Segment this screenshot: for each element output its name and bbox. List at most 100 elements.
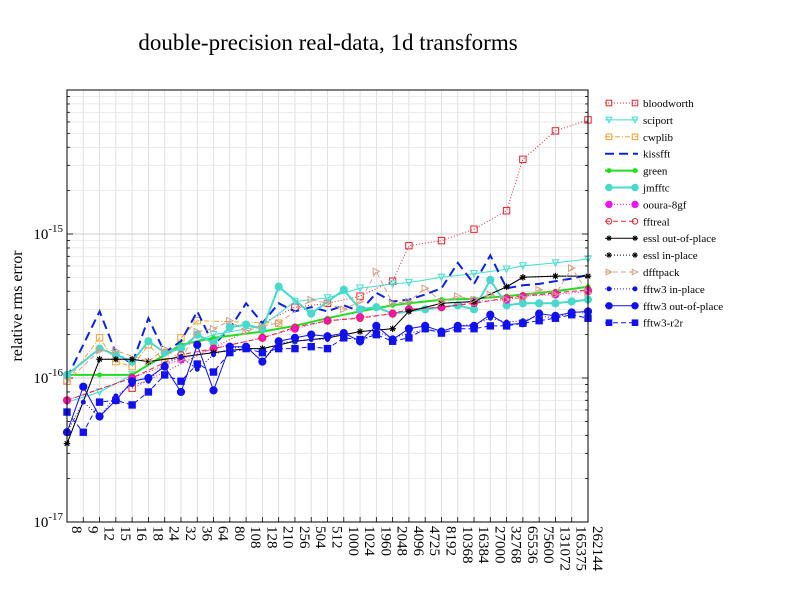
data-point [290, 333, 300, 342]
x-tick-label: 16 [133, 526, 149, 542]
data-point [568, 264, 577, 273]
data-point [339, 285, 348, 294]
data-point [372, 321, 381, 331]
x-tick-label: 1960 [377, 526, 393, 556]
data-point [144, 388, 153, 396]
data-point [307, 309, 316, 318]
x-tick-label: 108 [247, 526, 263, 549]
data-point [274, 344, 283, 353]
data-point [519, 155, 527, 164]
y-tick-exponent: -15 [48, 223, 63, 235]
data-point [632, 235, 638, 241]
data-point [291, 323, 299, 331]
data-point [437, 297, 446, 306]
x-tick-label: 18 [149, 526, 165, 541]
data-point [519, 293, 528, 302]
legend-label: essl in-place [643, 250, 698, 262]
x-tick-label: 36 [198, 526, 214, 542]
legend-item: essl in-place [605, 250, 698, 262]
data-point [209, 368, 218, 376]
data-point [144, 337, 153, 346]
data-point [535, 285, 544, 294]
data-point [631, 99, 639, 107]
x-tick-label: 16384 [475, 526, 491, 564]
y-tick-base: 10 [33, 515, 48, 531]
data-point [605, 302, 613, 310]
data-point [551, 259, 560, 268]
legend-item: cwplib [605, 132, 673, 144]
data-point [340, 305, 349, 314]
data-point [112, 396, 120, 405]
data-point [112, 356, 120, 363]
data-point [605, 319, 613, 326]
data-point [519, 274, 527, 281]
data-point [145, 358, 152, 365]
data-point [486, 310, 495, 319]
data-point [632, 168, 638, 174]
data-point [323, 344, 332, 353]
data-point [632, 286, 638, 292]
data-point [193, 340, 202, 349]
data-point [405, 297, 414, 306]
series-line [66, 290, 589, 401]
x-tick-label: 131072 [556, 526, 572, 571]
data-point [242, 327, 251, 336]
legend-label: essl out-of-place [643, 233, 716, 245]
x-tick-label: 8 [68, 526, 84, 534]
legend-item: essl out-of-place [605, 233, 716, 245]
data-point [356, 328, 364, 335]
legend-item: dfftpack [605, 267, 680, 279]
data-point [95, 346, 104, 355]
data-point [502, 295, 511, 304]
x-tick-label: 10368 [459, 526, 475, 564]
x-tick-label: 128 [263, 526, 279, 549]
data-point [437, 236, 446, 245]
data-point [193, 316, 201, 325]
data-point [194, 366, 200, 372]
legend-label: fftw3 out-of-place [643, 301, 723, 313]
data-point [389, 325, 396, 332]
data-point [274, 319, 283, 328]
data-point [470, 225, 478, 233]
data-point [551, 290, 560, 299]
x-tick-label: 9 [84, 526, 100, 534]
data-point [128, 356, 136, 363]
data-point [519, 319, 527, 327]
series-line [131, 119, 589, 389]
data-point [551, 314, 560, 322]
data-point [241, 320, 251, 329]
x-tick-label: 24 [166, 526, 182, 542]
data-point [535, 299, 544, 308]
data-point [631, 218, 639, 225]
legend-label: ooura-8gf [643, 199, 687, 211]
x-tick-label: 32 [182, 526, 198, 541]
data-point [128, 401, 136, 409]
chart-title: double-precision real-data, 1d transform… [138, 30, 517, 55]
data-point [606, 235, 612, 241]
data-point [372, 303, 381, 312]
x-tick-label: 65536 [524, 526, 540, 564]
legend-item: fftw3 in-place [605, 284, 705, 296]
legend-item: kissfft [605, 149, 670, 161]
data-point [209, 330, 218, 339]
data-point [225, 323, 234, 332]
x-tick-label: 4096 [410, 526, 426, 557]
data-point [178, 354, 184, 360]
data-point [502, 322, 511, 330]
data-point [209, 324, 218, 333]
data-point [605, 268, 613, 276]
x-tick-label: 210 [280, 526, 296, 549]
data-point [551, 127, 560, 135]
x-tick-label: 12 [101, 526, 117, 541]
legend-label: kissfft [643, 149, 670, 161]
data-point [95, 334, 104, 342]
data-point [95, 412, 104, 421]
data-point [388, 299, 397, 308]
data-point [606, 252, 612, 258]
data-point [606, 168, 612, 174]
data-point [486, 275, 495, 285]
data-point [356, 297, 365, 306]
data-point [404, 324, 414, 333]
x-tick-label: 256 [296, 526, 312, 549]
